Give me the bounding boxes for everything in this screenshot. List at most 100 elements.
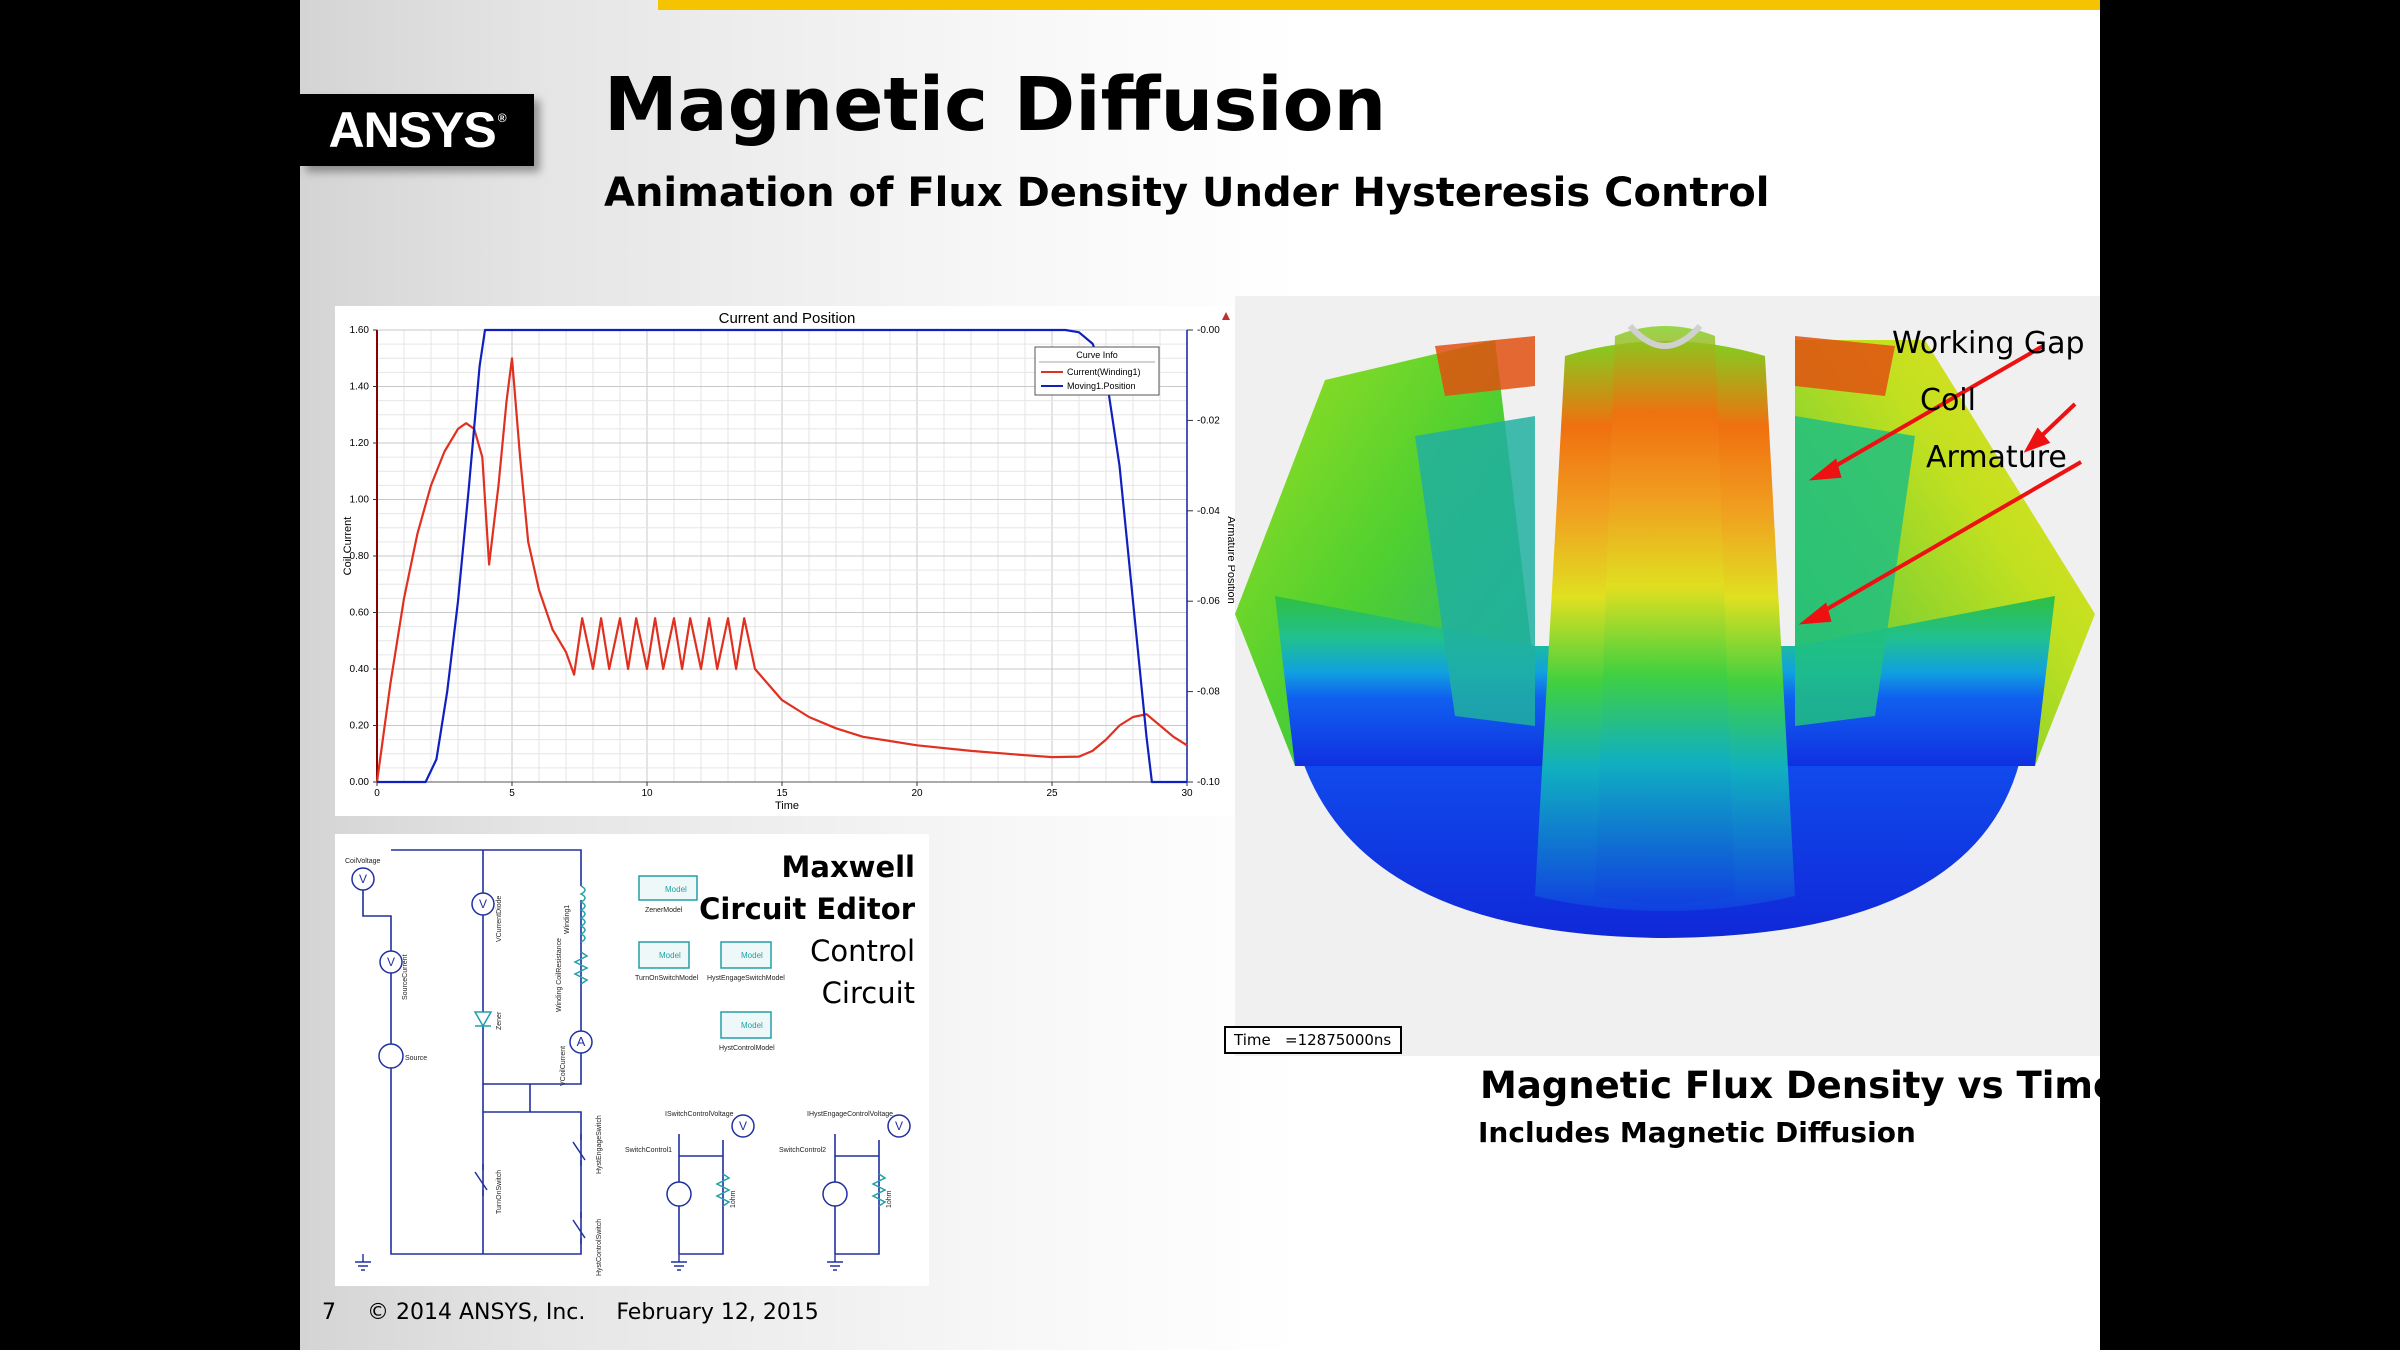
coil-resistance-icon xyxy=(573,951,589,985)
x-tick-label: 0 xyxy=(374,788,380,799)
label-winding-coil-resistance: Winding CoilResistance xyxy=(556,938,563,1012)
simulation-time-readout: Time =12875000ns xyxy=(1224,1026,1402,1054)
chart-svg: 0 5 10 15 20 25 30 0.00 0.20 0.40 0.60 0.80 1.00 1.20… xyxy=(342,310,1237,812)
label-v-coil-current: VCoilCurrent xyxy=(560,1046,567,1086)
turn-on-switch-icon xyxy=(474,1164,488,1196)
circuit-title-line3: Control xyxy=(810,934,915,968)
x-tick-label: 5 xyxy=(509,788,515,799)
chart-corner-marker-icon xyxy=(1222,312,1230,320)
hyst-control-model-block xyxy=(720,1011,772,1039)
current-position-chart: 0 5 10 15 20 25 30 0.00 0.20 0.40 0.60 0.80 1.00 1.20… xyxy=(335,306,1240,816)
label-winding1: Winding1 xyxy=(564,905,571,934)
series-line-position xyxy=(377,328,1187,784)
resistor-1ohm-a-icon xyxy=(715,1173,731,1207)
y-tick-label: 0.40 xyxy=(350,664,370,675)
svg-text:V: V xyxy=(359,872,367,886)
circuit-panel-title: Maxwell Circuit Editor Control Circuit xyxy=(699,846,915,1014)
callout-arrows xyxy=(1798,344,2083,625)
circuit-wires xyxy=(362,849,880,1255)
voltmeter-switch-control-icon xyxy=(731,1114,755,1138)
slide-title: Magnetic Diffusion xyxy=(604,62,1387,148)
label-source: Source xyxy=(405,1055,427,1062)
chart-x-axis-label: Time xyxy=(775,800,799,812)
y2-tick-label: -0.02 xyxy=(1197,415,1220,426)
circuit-title-line2: Circuit Editor xyxy=(699,892,915,926)
voltmeter-coil-icon xyxy=(351,867,375,891)
turn-on-model-block-label: Model xyxy=(659,951,681,960)
y-tick-label: 0.60 xyxy=(350,608,370,619)
y2-tick-label: -0.10 xyxy=(1197,777,1220,788)
label-1ohm-b: 1ohm xyxy=(886,1190,893,1208)
voltmeter-diode-current-icon xyxy=(471,892,495,916)
hyst-control-model-block-label: Model xyxy=(741,1021,763,1030)
svg-text:V: V xyxy=(479,897,487,911)
label-hyst-engage-control-voltage: IHystEngageControlVoltage xyxy=(807,1111,893,1118)
label-zener: Zener xyxy=(496,1011,503,1030)
svg-text:V: V xyxy=(895,1119,903,1133)
chart-series xyxy=(375,328,1188,784)
y-tick-label: 0.20 xyxy=(350,721,370,732)
x-tick-label: 25 xyxy=(1046,788,1058,799)
footer-copyright: © 2014 ANSYS, Inc. xyxy=(367,1300,586,1325)
control-circuit-schematic: V V V A V V xyxy=(335,834,929,1286)
hyst-control-switch-icon xyxy=(572,1212,586,1244)
chart-y2-axis-label: Armature Position xyxy=(1225,516,1237,603)
legend-title: Curve Info xyxy=(1076,350,1118,360)
y2-tick-label: -0.04 xyxy=(1197,506,1220,517)
logo-registered-mark: ® xyxy=(497,111,507,125)
x-tick-label: 20 xyxy=(911,788,923,799)
label-hyst-control-model: HystControlModel xyxy=(719,1045,775,1052)
current-source-icon xyxy=(378,1043,404,1069)
label-zener-model: ZenerModel xyxy=(645,907,683,914)
hyst-engage-switch-model-block xyxy=(720,941,772,969)
y-tick-label: 1.40 xyxy=(350,382,370,393)
working-gap-left xyxy=(1435,336,1535,396)
y-tick-label: 0.80 xyxy=(350,551,370,562)
label-switch-control-voltage: ISwitchControlVoltage xyxy=(665,1111,734,1118)
ammeter-coil-current-icon xyxy=(569,1030,593,1054)
chart-y-axis-label: Coil Current xyxy=(342,517,354,576)
x-tick-label: 15 xyxy=(776,788,788,799)
voltmeter-source-current-icon xyxy=(379,950,403,974)
x-tick-label: 30 xyxy=(1181,788,1193,799)
label-hyst-engage-switch: HystEngageSwitch xyxy=(596,1115,603,1174)
svg-text:V: V xyxy=(387,955,395,969)
turn-on-switch-model-block xyxy=(638,941,690,969)
circuit-meters xyxy=(351,867,911,1207)
svg-text:A: A xyxy=(577,1034,586,1049)
slide-subtitle: Animation of Flux Density Under Hysteres… xyxy=(604,170,1770,216)
slide: ANSYS ® Magnetic Diffusion Animation of F… xyxy=(300,0,2100,1350)
flux-density-caption: Magnetic Flux Density vs Time xyxy=(1480,1064,2100,1107)
x-tick-label: 10 xyxy=(641,788,653,799)
chart-grid xyxy=(376,329,1188,783)
switch-control1-source-icon xyxy=(666,1181,692,1207)
chart-legend: Curve Info Current(Winding1) Moving1.Pos… xyxy=(1034,346,1160,396)
zener-model-block-label: Model xyxy=(665,885,687,894)
footer-page-number: 7 xyxy=(322,1300,336,1325)
label-hyst-control-switch: HystControlSwitch xyxy=(596,1219,603,1276)
ground-symbols xyxy=(355,1254,843,1271)
resistor-1ohm-b-icon xyxy=(871,1173,887,1207)
chart-title: Current and Position xyxy=(719,310,856,327)
zener-model-block xyxy=(638,875,698,901)
y2-tick-label: -0.00 xyxy=(1197,325,1220,336)
ansys-logo: ANSYS ® xyxy=(300,94,534,166)
label-source-current: SourceCurrent xyxy=(402,954,409,1000)
flux-density-simulation-view xyxy=(1235,296,2100,1056)
hyst-engage-switch-icon xyxy=(572,1134,586,1166)
callout-working-gap: Working Gap xyxy=(1892,326,2085,361)
legend-entry-position: Moving1.Position xyxy=(1067,381,1136,391)
label-turn-on-switch: TurnOnSwitch xyxy=(496,1170,503,1214)
label-switch-control2: SwitchControl2 xyxy=(779,1147,826,1154)
top-accent-bar xyxy=(658,0,2100,10)
label-coil-voltage: CoilVoltage xyxy=(345,858,381,865)
switch-control2-source-icon xyxy=(822,1181,848,1207)
voltmeter-hyst-engage-icon xyxy=(887,1114,911,1138)
label-hyst-engage-switch-model: HystEngageSwitchModel xyxy=(707,975,785,982)
y-tick-label: 0.00 xyxy=(350,777,370,788)
y-tick-label: 1.60 xyxy=(350,325,370,336)
logo-text: ANSYS xyxy=(328,102,496,158)
flux-density-3d-model xyxy=(1235,323,2095,938)
label-v-current-diode: VCurrentDiode xyxy=(496,896,503,942)
circuit-title-line1: Maxwell xyxy=(781,850,915,884)
